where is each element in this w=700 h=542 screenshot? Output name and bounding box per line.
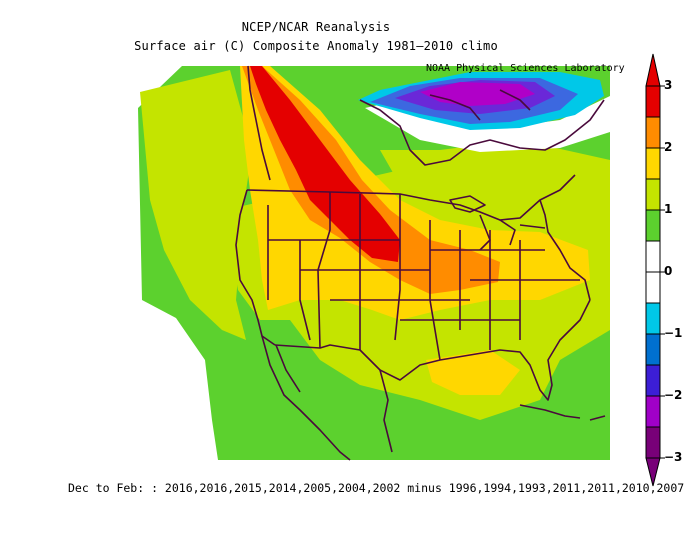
- us-west-coast: [235, 189, 276, 346]
- colorbar-segment: [645, 426, 661, 459]
- colorbar-segment: [645, 302, 661, 335]
- credit-label: NOAA Physical Sciences Laboratory: [426, 63, 625, 74]
- map-anomaly-field-yellowgreen-west: [140, 70, 252, 340]
- map-anomaly-field-yellow-mexico: [426, 350, 520, 395]
- chart-title: NCEP/NCAR Reanalysis: [241, 20, 391, 34]
- colorbar-segment: [645, 240, 661, 273]
- map-anomaly-field-zero-band: [365, 96, 610, 152]
- us-east-coast: [539, 199, 591, 301]
- colorbar-segment: [645, 85, 661, 118]
- us-canada-border: [246, 174, 576, 221]
- us-mexico-border: [274, 344, 441, 381]
- colorbar-segment: [645, 209, 661, 242]
- colorbar-segment: [645, 147, 661, 180]
- colorbar-arrow-bottom: [645, 457, 661, 487]
- colorbar-segment: [645, 364, 661, 397]
- colorbar-tick-label: 1: [664, 202, 673, 216]
- colorbar-tick-label: −1: [664, 326, 683, 340]
- colorbar-tick-label: −3: [664, 450, 683, 464]
- colorbar-segment: [645, 178, 661, 211]
- mexico-coast: [261, 335, 393, 461]
- colorbar-tick-label: −2: [664, 388, 683, 402]
- great-lakes: [449, 195, 546, 251]
- us-gulf-coast: [439, 299, 591, 401]
- map-boundaries: [235, 65, 606, 461]
- caribbean-islands: [519, 404, 606, 421]
- composite-years-footer: Dec to Feb: : 2016,2016,2015,2014,2005,2…: [68, 481, 685, 495]
- chart-subtitle: Surface air (C) Composite Anomaly 1981–2…: [134, 39, 498, 53]
- map-anomaly-field-yellow: [240, 66, 590, 320]
- colorbar-segment: [645, 116, 661, 149]
- colorbar-segment: [645, 271, 661, 304]
- state-lines: [267, 192, 580, 361]
- colorbar-tick-label: 2: [664, 140, 673, 154]
- colorbar-tick-label: 0: [664, 264, 673, 278]
- canada-coastline: [247, 65, 605, 181]
- colorbar-segment: [645, 395, 661, 428]
- colorbar-arrow-top: [645, 53, 661, 87]
- colorbar-segment: [645, 333, 661, 366]
- map-anomaly-field-yellowgreen-north: [380, 140, 610, 200]
- colorbar-tick-label: 3: [664, 78, 673, 92]
- map-anomaly-field-red: [250, 66, 400, 262]
